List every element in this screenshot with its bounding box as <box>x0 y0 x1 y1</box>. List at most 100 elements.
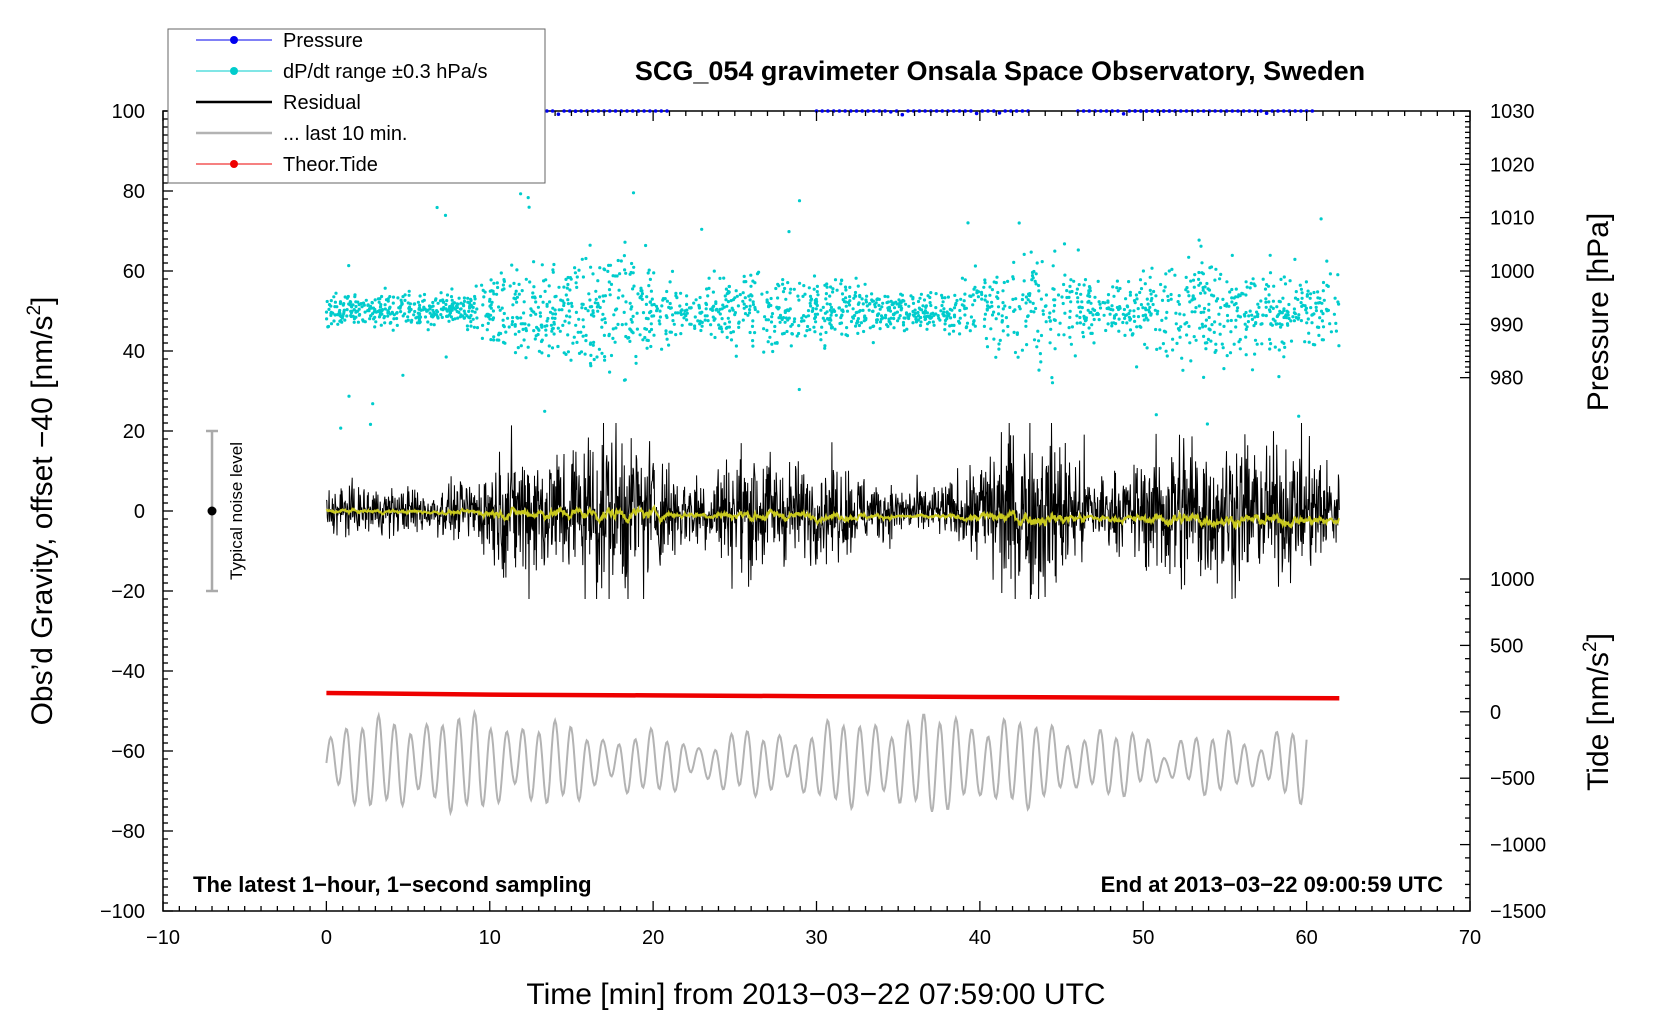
dpdt-point <box>594 297 598 301</box>
dpdt-point <box>564 277 568 281</box>
dpdt-point <box>603 317 607 321</box>
dpdt-point <box>973 324 977 328</box>
dpdt-point <box>940 303 944 308</box>
dpdt-point <box>875 298 879 302</box>
dpdt-point <box>486 315 491 319</box>
dpdt-point <box>1090 323 1094 327</box>
dpdt-point <box>760 292 764 296</box>
dpdt-point <box>1031 301 1035 305</box>
pressure-point <box>590 109 595 113</box>
dpdt-point <box>885 301 889 305</box>
dpdt-point <box>368 304 373 308</box>
dpdt-point <box>1218 322 1222 326</box>
dpdt-point <box>1134 293 1138 297</box>
dpdt-point <box>1117 317 1121 321</box>
dpdt-point <box>962 304 966 308</box>
dpdt-point <box>856 284 860 288</box>
dpdt-point <box>403 293 407 297</box>
dpdt-point <box>517 330 521 334</box>
dpdt-point <box>1227 304 1231 308</box>
dpdt-point <box>373 325 377 329</box>
dpdt-point <box>712 269 716 273</box>
dpdt-point <box>1212 330 1216 334</box>
dpdt-point <box>603 355 607 359</box>
dpdt-point <box>1214 267 1218 271</box>
dpdt-point <box>952 315 957 319</box>
dpdt-point <box>631 191 636 195</box>
dpdt-point <box>516 346 520 350</box>
dpdt-point <box>658 322 662 326</box>
dpdt-point <box>1249 281 1253 285</box>
dpdt-point <box>379 303 383 307</box>
dpdt-point <box>644 243 648 248</box>
dpdt-point <box>1148 305 1152 309</box>
dpdt-point <box>1252 324 1256 328</box>
dpdt-point <box>442 300 446 304</box>
dpdt-point <box>1256 314 1260 319</box>
dpdt-point <box>1053 249 1057 253</box>
dpdt-point <box>714 308 718 312</box>
dpdt-point <box>462 309 466 313</box>
dpdt-point <box>517 292 521 296</box>
dpdt-point <box>877 303 881 307</box>
dpdt-point <box>1148 275 1152 279</box>
dpdt-point <box>813 330 817 334</box>
dpdt-point <box>431 314 436 318</box>
dpdt-point <box>819 332 823 336</box>
dpdt-point <box>567 309 571 313</box>
dpdt-point <box>1106 322 1110 326</box>
dpdt-point <box>1061 301 1065 306</box>
dpdt-point <box>408 302 412 306</box>
dpdt-point <box>356 300 360 304</box>
dpdt-point <box>744 280 748 284</box>
dpdt-point <box>913 308 917 312</box>
dpdt-point <box>975 291 979 295</box>
dpdt-point <box>1235 309 1239 313</box>
dpdt-point <box>416 300 420 304</box>
dpdt-point <box>1297 313 1301 317</box>
dpdt-point <box>471 317 475 321</box>
dpdt-point <box>326 325 330 329</box>
dpdt-point <box>546 316 550 321</box>
dpdt-point <box>513 351 518 355</box>
dpdt-point <box>800 316 804 320</box>
dpdt-point <box>901 320 906 325</box>
dpdt-point <box>1149 292 1153 296</box>
dpdt-point <box>600 351 604 355</box>
dpdt-point <box>920 308 924 312</box>
dpdt-point <box>1234 325 1238 329</box>
dpdt-point <box>596 301 600 305</box>
dpdt-point <box>1222 367 1226 371</box>
dpdt-point <box>628 339 632 343</box>
dpdt-point <box>835 288 839 292</box>
dpdt-point <box>428 307 432 311</box>
dpdt-point <box>439 307 443 311</box>
dpdt-point <box>634 354 638 359</box>
dpdt-point <box>1128 290 1132 294</box>
dpdt-point <box>416 311 420 315</box>
dpdt-point <box>789 344 793 348</box>
dpdt-point <box>710 308 715 312</box>
dpdt-point <box>526 345 530 349</box>
dpdt-point <box>472 301 476 305</box>
dpdt-point <box>769 320 774 324</box>
dpdt-point <box>587 292 591 296</box>
dpdt-point <box>973 285 977 289</box>
dpdt-point <box>649 289 654 293</box>
dpdt-point <box>550 327 554 331</box>
dpdt-point <box>833 327 837 331</box>
dpdt-point <box>995 295 999 299</box>
pressure-axis-label: Pressure [hPa] <box>1582 213 1615 411</box>
dpdt-point <box>1070 325 1074 329</box>
dpdt-point <box>1031 276 1035 280</box>
pressure-series <box>545 109 1315 117</box>
dpdt-point <box>539 323 543 327</box>
dpdt-point <box>751 344 755 348</box>
dpdt-point <box>778 313 783 317</box>
dpdt-point <box>896 319 900 323</box>
dpdt-point <box>545 324 549 328</box>
dpdt-point <box>449 295 454 299</box>
dpdt-point <box>973 298 977 303</box>
dpdt-point <box>706 319 710 323</box>
dpdt-point <box>598 305 602 310</box>
